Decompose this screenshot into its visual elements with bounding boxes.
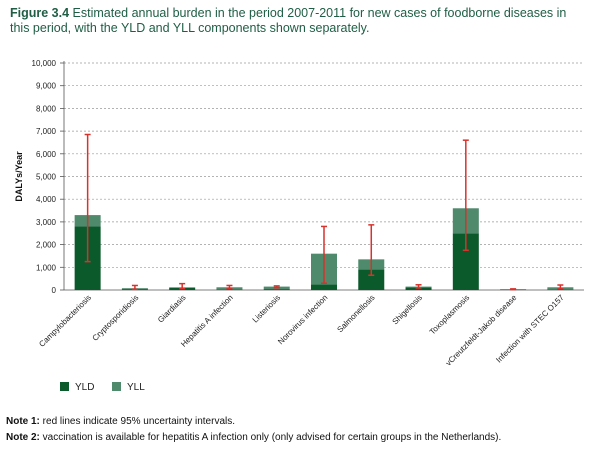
category-label: Listeriosis (251, 293, 283, 325)
category-label: Salmonellosis (335, 293, 376, 334)
notes: Note 1: red lines indicate 95% uncertain… (6, 414, 501, 446)
legend-label-yll: YLL (127, 382, 145, 393)
legend-swatch-yld (60, 382, 69, 391)
y-tick-label: 1,000 (36, 263, 57, 272)
y-tick-label: 8,000 (36, 104, 57, 113)
y-tick-label: 5,000 (36, 173, 57, 182)
legend-label-yld: YLD (75, 382, 95, 393)
figure-title: Figure 3.4 Estimated annual burden in th… (10, 6, 588, 36)
bar-chart: 0 1,000 2,000 3,000 4,000 5,000 6,000 7,000 8,00… (14, 59, 584, 368)
figure-caption: Estimated annual burden in the period 20… (10, 6, 567, 35)
bar-yld (547, 289, 574, 290)
y-tick-label: 9,000 (36, 82, 57, 91)
bar-yld (216, 289, 243, 290)
note-1: Note 1: red lines indicate 95% uncertain… (6, 414, 501, 430)
category-label: Norovirus infection (276, 293, 329, 346)
y-axis-label: DALYs/Year (14, 151, 24, 202)
category-label: Hepatitis A infection (179, 293, 235, 349)
legend-item-yll: YLL (112, 382, 145, 393)
bar-yld (358, 269, 385, 290)
category-label: Giardiasis (156, 293, 188, 325)
y-tick-label: 3,000 (36, 218, 57, 227)
category-label: Campylobacteriosis (37, 293, 93, 349)
legend-item-yld: YLD (60, 382, 94, 393)
y-tick-label: 10,000 (32, 59, 57, 68)
y-tick-label: 0 (52, 286, 57, 295)
note-2: Note 2: vaccination is available for hep… (6, 430, 501, 446)
note-2-text: vaccination is available for hepatitis A… (39, 432, 502, 443)
note-2-label: Note 2: (6, 432, 40, 443)
note-1-text: red lines indicate 95% uncertainty inter… (39, 416, 236, 427)
bar-yld (311, 284, 337, 290)
category-label: Cryptosporidiosis (91, 293, 141, 343)
category-label: Shigellosis (391, 293, 424, 326)
note-1-label: Note 1: (6, 416, 40, 427)
figure-label: Figure 3.4 (10, 6, 70, 20)
legend-swatch-yll (112, 382, 121, 391)
category-label: Toxoplasmosis (428, 293, 471, 336)
bar-yld (263, 289, 290, 290)
y-tick-label: 4,000 (36, 195, 57, 204)
y-tick-label: 6,000 (36, 150, 57, 159)
y-tick-label: 7,000 (36, 127, 57, 136)
y-tick-label: 2,000 (36, 241, 57, 250)
